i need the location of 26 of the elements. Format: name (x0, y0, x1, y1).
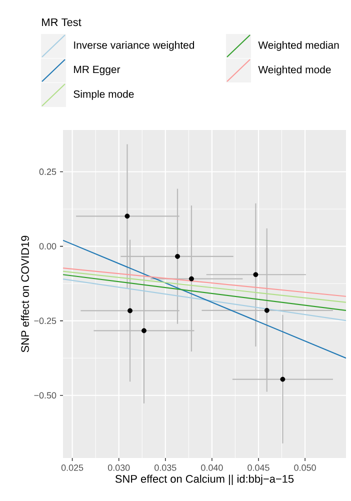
y-tick-label: −0.25 (34, 318, 56, 324)
y-axis-title: SNP effect on COVID19 (20, 236, 29, 352)
y-tick-label: 0.00 (39, 243, 56, 250)
y-tick-label: 0.25 (39, 168, 56, 175)
x-tick-label: 0.035 (154, 464, 176, 471)
x-tick-label: 0.050 (294, 464, 316, 471)
x-axis-title: SNP effect on Calcium || id:bbj−a−15 (115, 474, 294, 485)
x-tick-label: 0.040 (201, 464, 223, 471)
y-tick-label: −0.50 (34, 392, 56, 399)
point (142, 328, 146, 334)
point (175, 254, 180, 259)
legend-label: MR Egger (74, 66, 120, 76)
x-tick-label: 0.045 (248, 464, 270, 471)
point (280, 376, 286, 382)
legend-label: Weighted mode (258, 66, 331, 76)
legend-label: Simple mode (74, 90, 134, 100)
legend-title: MR Test (42, 18, 82, 26)
legend-label: Inverse variance weighted (74, 41, 194, 51)
point (264, 308, 270, 313)
point (128, 308, 133, 314)
point (188, 276, 194, 282)
legend-label: Weighted median (258, 41, 339, 51)
x-tick-label: 0.030 (108, 464, 130, 471)
point (253, 272, 258, 278)
point (124, 214, 130, 219)
x-tick-label: 0.025 (61, 464, 84, 471)
